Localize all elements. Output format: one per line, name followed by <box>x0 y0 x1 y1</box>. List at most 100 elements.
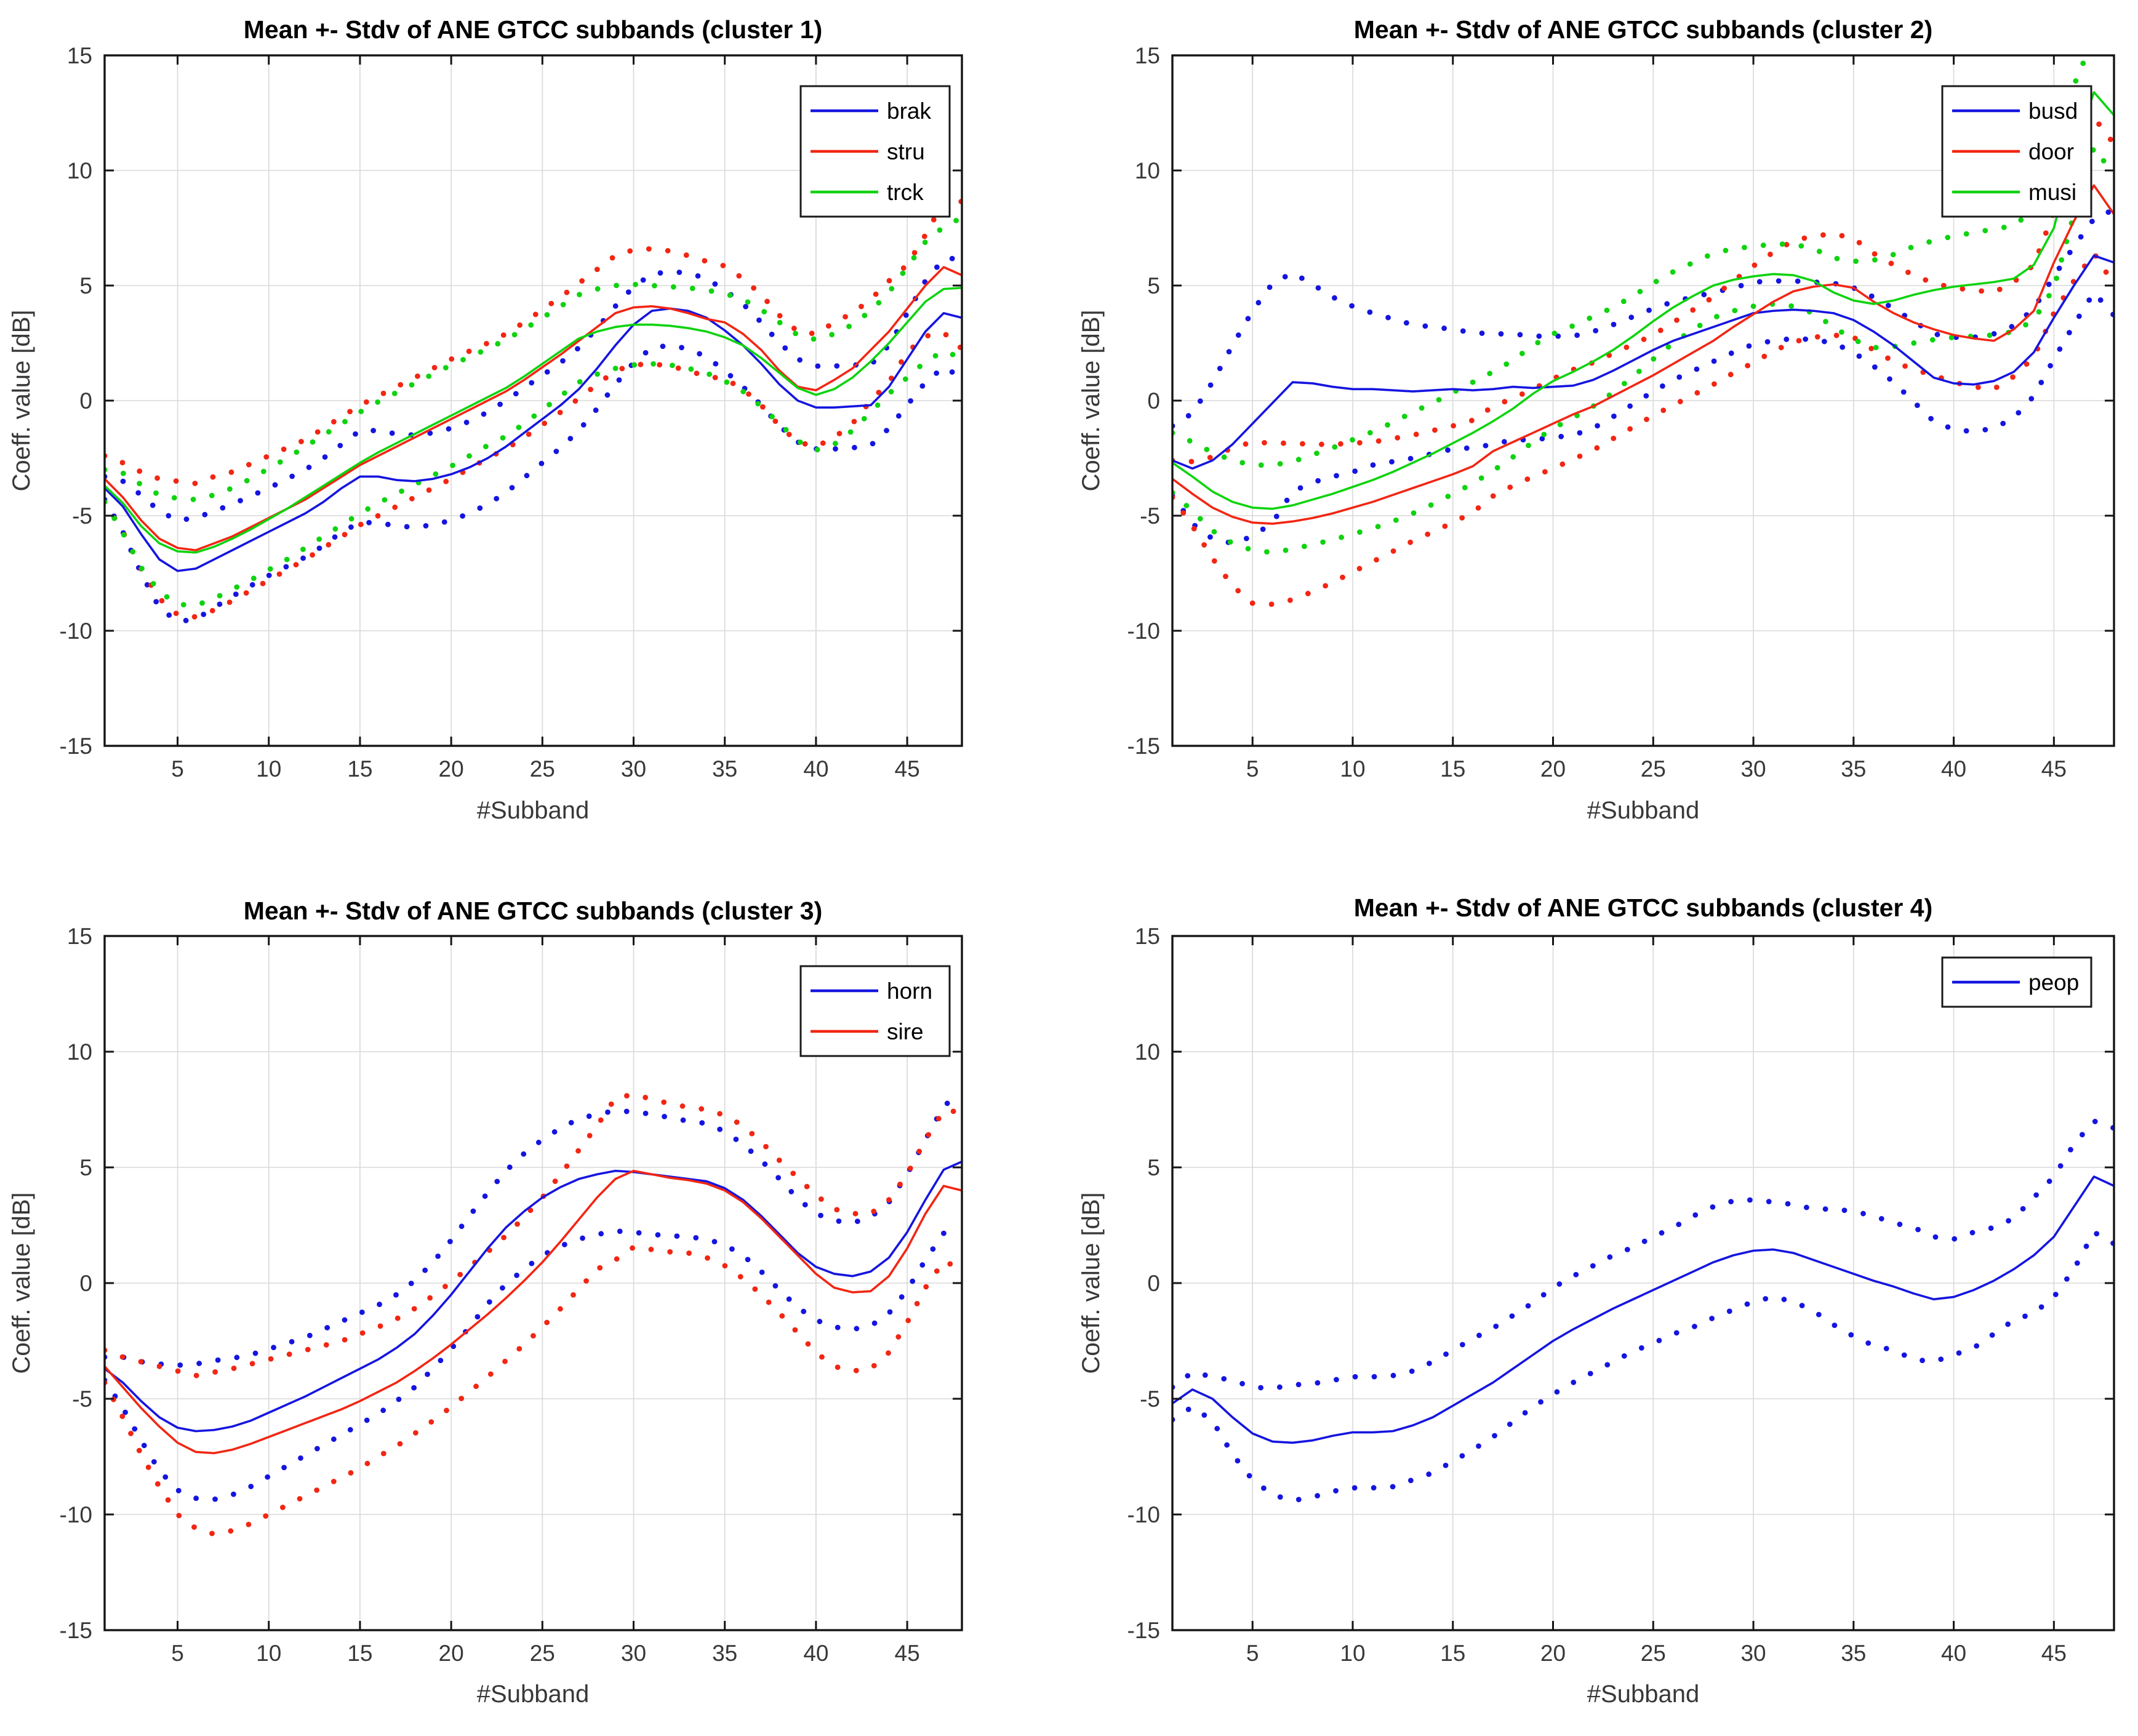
std-dot <box>1217 366 1223 372</box>
std-dot <box>460 513 466 519</box>
std-dot <box>2067 249 2073 255</box>
std-dot <box>209 607 215 614</box>
std-dot <box>359 1309 365 1315</box>
std-dot <box>1604 307 1610 313</box>
std-dot <box>1419 405 1425 411</box>
std-dot <box>192 481 198 486</box>
std-dot <box>922 239 928 246</box>
std-dot <box>1484 407 1491 413</box>
std-dot <box>1245 546 1251 552</box>
x-tick-label: 15 <box>347 756 372 782</box>
std-dot <box>511 332 518 338</box>
std-dot <box>1738 282 1744 289</box>
series-trck-lower-std <box>105 351 956 608</box>
std-dot <box>1963 428 1969 434</box>
std-dot <box>183 516 190 522</box>
std-dot <box>1604 1362 1611 1368</box>
std-dot <box>423 523 429 529</box>
std-dot <box>1349 303 1355 309</box>
std-dot <box>593 407 599 413</box>
x-tick-label: 5 <box>1246 1641 1259 1666</box>
std-dot <box>763 1143 769 1150</box>
std-dot <box>1714 314 1720 319</box>
std-dot <box>526 431 532 438</box>
std-dot <box>516 1346 522 1352</box>
std-dot <box>389 430 395 436</box>
std-dot <box>1928 415 1934 422</box>
std-dot <box>705 1255 710 1261</box>
std-dot <box>667 1249 673 1255</box>
std-dot <box>1638 1345 1644 1351</box>
std-dot <box>1395 434 1401 441</box>
std-dot <box>1524 476 1531 482</box>
std-dot <box>137 481 142 487</box>
std-dot <box>675 365 681 371</box>
std-dot <box>1445 447 1451 453</box>
std-dot <box>1385 314 1391 321</box>
std-dot <box>1235 1458 1241 1464</box>
std-dot <box>2074 1260 2080 1266</box>
std-dot <box>2059 257 2065 263</box>
std-dot <box>2028 396 2035 402</box>
std-dot <box>173 478 179 484</box>
std-dot <box>586 1113 592 1119</box>
std-dot <box>1587 315 1593 321</box>
std-dot <box>298 439 304 444</box>
std-dot <box>433 471 439 477</box>
x-tick-label: 45 <box>895 756 920 782</box>
std-dot <box>370 428 376 434</box>
std-dot <box>1932 1234 1939 1240</box>
std-dot <box>380 1450 386 1457</box>
std-dot <box>289 1338 295 1345</box>
y-tick-label: -10 <box>1127 618 1160 644</box>
std-dot <box>263 1513 269 1519</box>
std-dot <box>2076 313 2082 319</box>
std-dot <box>408 1281 414 1286</box>
y-tick-label: -15 <box>1127 1618 1160 1643</box>
std-dot <box>1443 1462 1449 1468</box>
x-tick-label: 30 <box>1740 756 1766 782</box>
std-dot <box>1463 445 1470 451</box>
std-dot <box>446 426 452 432</box>
y-axis-label-cluster-4: Coeff. value [dB] <box>1078 1193 1105 1374</box>
std-dot <box>761 309 767 314</box>
std-dot <box>1197 398 1203 404</box>
std-dot <box>1956 1350 1962 1356</box>
std-dot <box>932 353 939 359</box>
std-dot <box>2016 410 2022 416</box>
std-dot <box>394 1315 401 1321</box>
std-dot <box>1872 257 1878 263</box>
std-dot <box>2046 293 2052 298</box>
std-dot <box>294 449 300 455</box>
std-dot <box>588 386 593 393</box>
x-tick-label: 15 <box>347 1641 372 1666</box>
std-dot <box>727 292 733 298</box>
std-dot <box>693 1234 699 1241</box>
std-dot <box>1624 344 1630 350</box>
std-dot <box>1459 1453 1465 1459</box>
std-dot <box>1573 1271 1579 1278</box>
std-dot <box>1627 426 1633 432</box>
std-dot <box>905 1318 911 1324</box>
std-dot <box>804 1183 810 1190</box>
std-dot <box>1258 462 1264 468</box>
std-dot <box>2022 1313 2028 1319</box>
std-dot <box>1227 539 1233 545</box>
std-dot <box>1764 339 1771 345</box>
std-dot <box>1878 1216 1884 1222</box>
std-dot <box>1611 414 1617 419</box>
std-dot <box>759 1269 765 1275</box>
std-dot <box>836 1218 842 1224</box>
std-dot <box>483 444 489 450</box>
std-dot <box>284 556 290 562</box>
std-dot <box>1798 243 1804 249</box>
x-tick-label: 25 <box>530 756 555 782</box>
x-tick-label: 40 <box>803 756 828 782</box>
std-dot <box>2097 297 2104 303</box>
std-dot <box>342 532 348 538</box>
y-tick-label: 5 <box>79 273 92 298</box>
std-dot <box>1816 1311 1822 1318</box>
std-dot <box>1732 308 1738 314</box>
std-dot <box>316 545 322 551</box>
std-dot <box>561 1242 567 1247</box>
